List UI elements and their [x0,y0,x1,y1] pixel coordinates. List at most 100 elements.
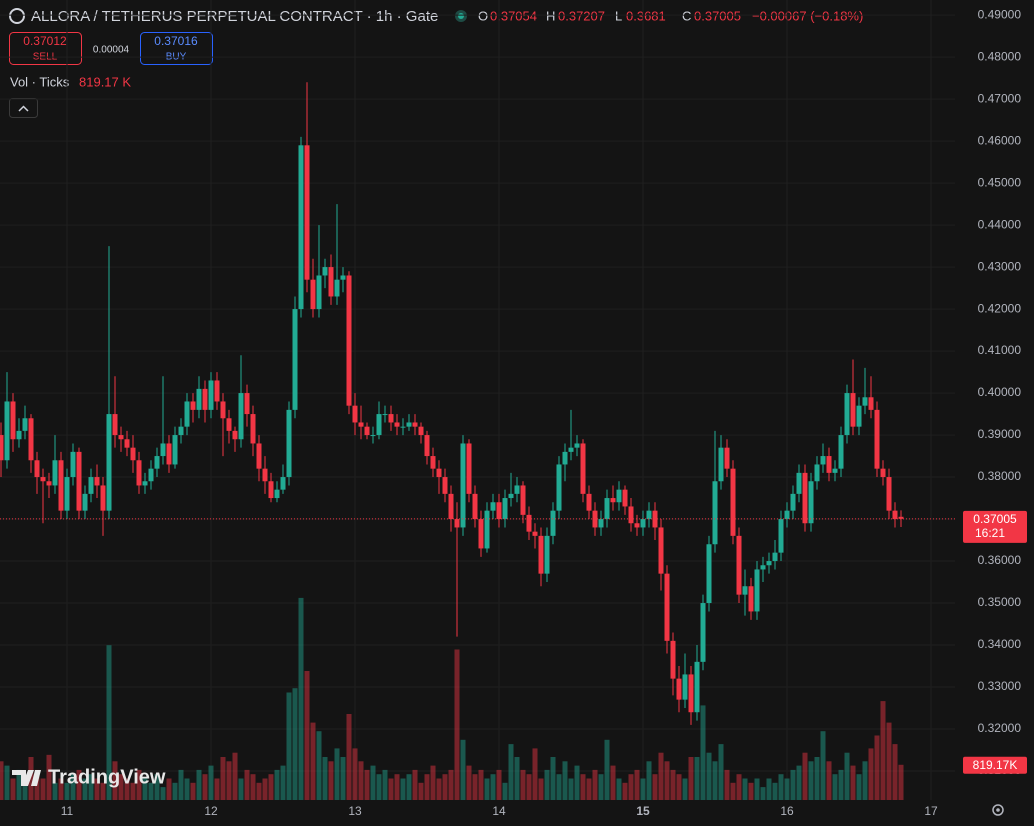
sell-button[interactable] [9,32,82,65]
candle-body [472,493,478,520]
x-tick-label: 13 [348,804,362,818]
volume-bar [166,778,172,800]
volume-bar [490,774,496,800]
candle-body [868,397,874,410]
candle-body [670,640,676,679]
candle-body [130,447,136,461]
volume-bar [370,765,376,800]
candle-body [424,435,430,457]
y-tick-label: 0.36000 [978,553,1022,567]
volume-bar [346,714,352,800]
change-value: −0.00067 (−0.18%) [752,8,863,23]
countdown: 16:21 [975,526,1005,540]
volume-bar [784,778,790,800]
candle-body [808,481,814,524]
volume-bar [886,722,892,800]
volume-bar [310,722,316,800]
y-tick-label: 0.38000 [978,469,1022,483]
candle-body [466,443,472,494]
volume-bar [580,774,586,800]
symbol-logo [9,8,25,24]
volume-bar [268,774,274,800]
volume-bar [250,774,256,800]
volume-bar [430,765,436,800]
candle-body [4,401,10,461]
candle-body [112,414,118,436]
volume-bar [460,739,466,800]
candle-body [28,418,34,461]
volume-bar [94,778,100,800]
volume-bar [274,769,280,800]
volume-bar [340,757,346,800]
candle-body [556,464,562,511]
candle-body [418,426,424,436]
y-tick-label: 0.39000 [978,427,1022,441]
candle-body [460,443,466,528]
volume-bar [736,774,742,800]
candle-body [400,426,406,428]
volume-bar [130,782,136,800]
volume-bar [604,739,610,800]
volume-bar [688,757,694,800]
candle-body [586,493,592,511]
spread: 0.00004 [93,45,130,56]
volume-bar [742,778,748,800]
volume-bar [724,769,730,800]
volume-bar [682,778,688,800]
settings-icon[interactable] [992,804,1004,816]
candle-body [160,443,166,457]
candle-body [352,405,358,423]
volume-bar [868,748,874,800]
candle-body [274,489,280,499]
volume-bar [190,782,196,800]
candle-body [742,586,748,595]
candle-body [346,275,352,406]
candle-body [802,472,808,524]
candle-body [64,477,70,511]
candle-body [70,451,76,478]
candle-body [34,460,40,478]
volume-bar [556,774,562,800]
volume-bar [874,735,880,800]
candle-body [760,565,766,570]
volume-bar [508,744,514,800]
candle-body [412,422,418,427]
volume-bar [256,782,262,800]
candle-body [0,435,4,461]
volume-bar [484,778,490,800]
y-tick-label: 0.45000 [978,175,1022,189]
volume-bar [280,765,286,800]
volume-bar [706,752,712,800]
volume-bar [640,778,646,800]
candle-body [154,456,160,469]
candle-body [562,451,568,465]
volume-bar [718,744,724,800]
volume-bar [196,769,202,800]
candle-body [250,414,256,444]
volume-bar [628,774,634,800]
candle-body [694,661,700,713]
candle-body [262,468,268,482]
volume-bar [232,752,238,800]
volume-bar [538,778,544,800]
candle-body [532,531,538,536]
volume-bar [514,757,520,800]
collapse-button[interactable] [9,98,38,118]
x-tick-label: 11 [61,804,74,818]
last-price-value: 0.37005 [973,512,1017,526]
volume-bar [670,769,676,800]
y-tick-label: 0.43000 [978,259,1022,273]
watermark: TradingView [48,766,166,788]
volume-bar [220,757,226,800]
candle-body [226,418,232,431]
candle-body [856,405,862,427]
volume-bar [544,769,550,800]
x-tick-label: 17 [924,804,938,818]
buy-button[interactable] [140,32,213,65]
candle-body [106,414,112,511]
volume-bar [112,761,118,800]
volume-bar [262,778,268,800]
volume-bar [406,774,412,800]
candle-body [874,409,880,469]
